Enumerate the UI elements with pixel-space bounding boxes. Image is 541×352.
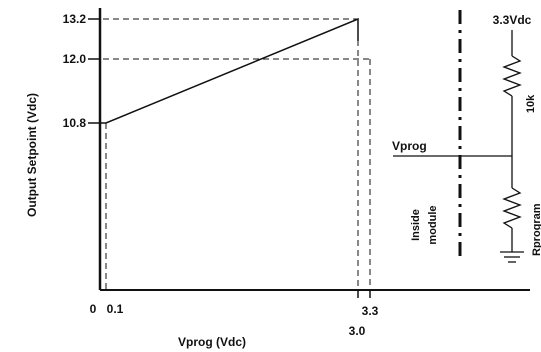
boundary-label-line1: Inside (410, 209, 422, 241)
resistor-10k-icon (502, 55, 522, 97)
y-tick-label-12.0: 12.0 (63, 52, 87, 66)
x-tick-label-0: 0 (90, 302, 97, 316)
schematic: 3.3Vdc 10k Vprog Rprogram Inside module (392, 10, 541, 263)
y-axis-title: Output Setpoint (Vdc) (25, 93, 39, 217)
chart: 13.2 12.0 10.8 0 0.1 3.3 3.0 Vprog (Vdc)… (25, 8, 530, 349)
resistor-bottom-label: Rprogram (531, 203, 541, 256)
x-tick-label-3.0: 3.0 (349, 324, 366, 338)
x-tick-label-0.1: 0.1 (107, 302, 124, 316)
x-axis-title: Vprog (Vdc) (178, 335, 246, 349)
x-tick-label-3.3: 3.3 (362, 304, 379, 318)
boundary-label-line2: module (427, 205, 439, 244)
ground-icon (500, 251, 524, 263)
vprog-label: Vprog (392, 139, 427, 153)
setpoint-curve (100, 17, 359, 124)
y-tick-label-10.8: 10.8 (63, 116, 87, 130)
supply-label: 3.3Vdc (493, 13, 532, 27)
y-tick-label-13.2: 13.2 (63, 12, 87, 26)
resistor-top-label: 10k (525, 94, 537, 113)
resistor-rprogram-icon (502, 187, 522, 229)
